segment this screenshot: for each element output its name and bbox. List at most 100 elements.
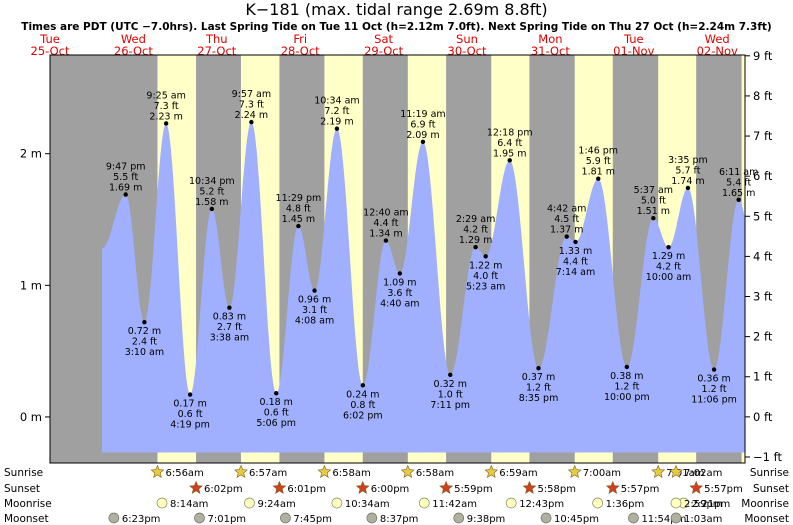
high-tide-label: 4.2 ft bbox=[463, 225, 488, 236]
day-of-week-label: Tue bbox=[39, 32, 60, 46]
moonrise-time: 2:21pm bbox=[692, 499, 731, 510]
tide-point bbox=[227, 305, 232, 310]
low-tide-label: 0.6 ft bbox=[178, 409, 203, 420]
moonrise-time: 12:43pm bbox=[519, 499, 564, 510]
sunset-icon bbox=[355, 480, 370, 494]
left-tick-label: 2 m bbox=[20, 147, 42, 161]
tide-point bbox=[507, 158, 512, 163]
row-label-right: Moonrise bbox=[741, 498, 789, 510]
low-tide-label: 1.09 m bbox=[383, 277, 416, 288]
low-tide-label: 3:38 am bbox=[210, 333, 249, 344]
sunset-icon bbox=[689, 480, 704, 494]
high-tide-label: 9:57 am bbox=[232, 89, 271, 100]
low-tide-label: 3:10 am bbox=[125, 347, 164, 358]
row-label-left: Moonset bbox=[4, 513, 49, 525]
low-tide-label: 3.6 ft bbox=[387, 288, 412, 299]
plot-area bbox=[49, 54, 746, 464]
sunrise-icon bbox=[651, 464, 666, 478]
low-tide-label: 1.0 ft bbox=[438, 389, 463, 400]
day-of-week-label: Thu bbox=[205, 32, 228, 46]
low-tide-label: 0.38 m bbox=[610, 371, 643, 382]
low-tide-label: 4.4 ft bbox=[563, 256, 588, 267]
high-tide-label: 5:37 am bbox=[634, 185, 673, 196]
moonset-icon bbox=[453, 512, 465, 524]
plot-frame bbox=[49, 54, 746, 464]
low-tide-label: 10:00 am bbox=[646, 272, 691, 283]
sunrise-time: 6:58am bbox=[332, 468, 370, 479]
tide-point bbox=[296, 223, 301, 229]
tide-point bbox=[473, 244, 478, 250]
high-tide-label: 3:35 pm bbox=[668, 155, 708, 166]
tide-point bbox=[142, 319, 147, 325]
low-tide-label: 7:14 am bbox=[556, 267, 595, 278]
day-of-week-label: Sun bbox=[456, 32, 478, 46]
sunset-time: 5:59pm bbox=[454, 484, 493, 495]
moonset-icon bbox=[628, 512, 639, 524]
high-tide-label: 7.2 ft bbox=[324, 106, 349, 117]
moonrise-time: 1:36pm bbox=[606, 499, 645, 510]
moonset-icon bbox=[108, 512, 120, 524]
right-tick-label: 3 ft bbox=[753, 290, 773, 304]
high-tide-label: 5.7 ft bbox=[675, 165, 700, 176]
sunset-icon bbox=[605, 480, 620, 494]
tide-point bbox=[651, 216, 656, 221]
day-of-week-label: Fri bbox=[293, 32, 307, 46]
tide-point bbox=[420, 139, 426, 145]
tide-point bbox=[736, 197, 741, 202]
high-tide-label: 10:34 pm bbox=[189, 176, 235, 187]
low-tide-label: 0.24 m bbox=[346, 389, 379, 400]
low-tide-label: 4:19 pm bbox=[170, 420, 210, 431]
tide-point bbox=[123, 192, 128, 197]
low-tide-label: 0.32 m bbox=[434, 379, 467, 390]
high-tide-label: 7.3 ft bbox=[154, 101, 179, 112]
moonset-time: 6:23pm bbox=[122, 514, 161, 525]
row-label-left: Moonrise bbox=[4, 498, 52, 510]
high-tide-label: 1.51 m bbox=[637, 206, 670, 217]
tide-point bbox=[536, 366, 541, 371]
high-tide-label: 5.9 ft bbox=[586, 156, 611, 167]
moonrise-icon bbox=[670, 497, 682, 509]
day-of-week-label: Sat bbox=[374, 32, 393, 46]
low-tide-label: 0.8 ft bbox=[350, 400, 375, 411]
sunset-time: 6:01pm bbox=[287, 484, 326, 495]
tide-point bbox=[666, 244, 671, 250]
low-tide-label: 1.22 m bbox=[469, 260, 502, 271]
low-tide-label: 0.83 m bbox=[213, 312, 246, 323]
low-tide-label: 5:06 pm bbox=[256, 418, 296, 429]
high-tide-label: 4.5 ft bbox=[554, 214, 579, 225]
moonset-icon bbox=[280, 512, 291, 524]
low-tide-label: 11:06 pm bbox=[691, 395, 737, 406]
sunset-time: 5:57pm bbox=[621, 484, 660, 495]
sunrise-time: 7:00am bbox=[583, 468, 621, 479]
row-label-left: Sunrise bbox=[4, 467, 43, 479]
sunset-time: 6:00pm bbox=[371, 484, 410, 495]
sunrise-icon bbox=[234, 464, 248, 478]
high-tide-label: 5.2 ft bbox=[199, 186, 224, 197]
high-tide-label: 1.69 m bbox=[109, 183, 142, 194]
tide-point bbox=[163, 121, 169, 126]
moonset-time: 8:37pm bbox=[380, 514, 419, 525]
low-tide-label: 1.29 m bbox=[652, 251, 685, 262]
high-tide-label: 6.9 ft bbox=[410, 119, 435, 130]
low-tide-label: 7:11 pm bbox=[430, 400, 470, 411]
moonrise-icon bbox=[331, 497, 343, 509]
tide-point bbox=[564, 234, 569, 239]
tide-point bbox=[711, 367, 717, 372]
right-tick-label: 9 ft bbox=[753, 49, 773, 63]
moonset-icon bbox=[194, 512, 205, 524]
moonrise-icon bbox=[156, 497, 168, 509]
sunrise-icon bbox=[669, 464, 683, 478]
sunrise-icon bbox=[150, 464, 165, 478]
moonrise-time: 8:14am bbox=[170, 499, 208, 510]
tide-point bbox=[483, 254, 488, 259]
moonset-icon bbox=[366, 512, 378, 524]
high-tide-label: 1.81 m bbox=[582, 167, 615, 178]
sunrise-time: 6:58am bbox=[416, 468, 454, 479]
sunrise-time: 7:02am bbox=[684, 468, 722, 479]
low-tide-label: 6:02 pm bbox=[343, 410, 383, 421]
day-of-week-label: Mon bbox=[538, 32, 562, 46]
high-tide-label: 6:11 am bbox=[719, 167, 758, 178]
low-tide-label: 1.2 ft bbox=[614, 381, 639, 392]
high-tide-label: 2.19 m bbox=[320, 117, 353, 128]
